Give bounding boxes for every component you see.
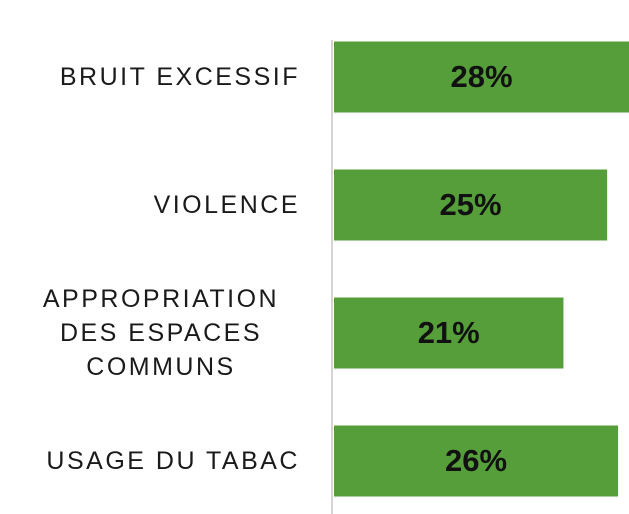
bar <box>334 425 619 497</box>
value-label: 25% <box>440 187 502 222</box>
category-label: VIOLENCE <box>153 191 300 219</box>
bar <box>334 169 608 241</box>
value-label: 28% <box>450 59 512 94</box>
value-label: 21% <box>418 315 480 350</box>
bar <box>334 297 564 369</box>
category-label: BRUIT EXCESSIF <box>59 63 300 91</box>
bar <box>334 41 629 113</box>
category-label: USAGE DU TABAC <box>46 447 300 475</box>
category-label: APPROPRIATION DES ESPACES COMMUNS <box>42 285 280 381</box>
value-label: 26% <box>445 443 507 478</box>
